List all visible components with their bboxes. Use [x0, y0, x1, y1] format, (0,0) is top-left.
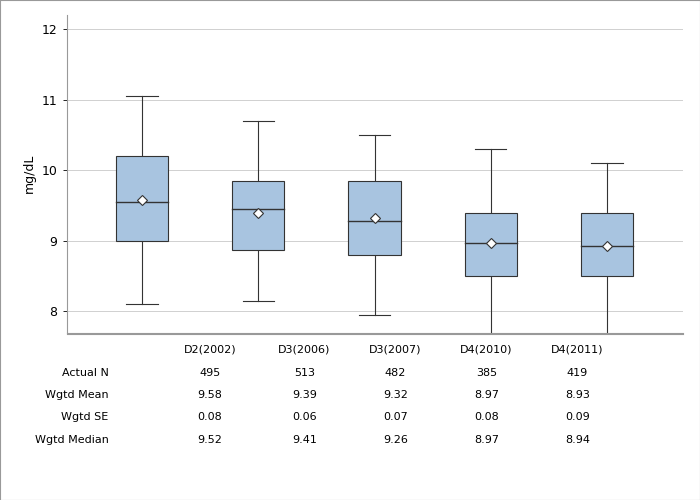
Text: Wgtd SE: Wgtd SE — [62, 412, 108, 422]
Text: 0.06: 0.06 — [292, 412, 317, 422]
Text: 8.94: 8.94 — [565, 435, 590, 445]
Bar — [232, 181, 284, 250]
Text: Wgtd Mean: Wgtd Mean — [45, 390, 108, 400]
Text: 482: 482 — [385, 368, 406, 378]
Text: 513: 513 — [294, 368, 315, 378]
Text: 9.58: 9.58 — [197, 390, 223, 400]
Text: D4(2010): D4(2010) — [461, 345, 512, 355]
Text: D2(2002): D2(2002) — [183, 345, 237, 355]
Text: Wgtd Median: Wgtd Median — [34, 435, 108, 445]
Text: 495: 495 — [199, 368, 220, 378]
Text: 0.08: 0.08 — [197, 412, 223, 422]
Bar — [116, 156, 168, 241]
Text: Actual N: Actual N — [62, 368, 108, 378]
Text: 8.97: 8.97 — [474, 435, 499, 445]
Text: D3(2007): D3(2007) — [370, 345, 421, 355]
Text: 0.07: 0.07 — [383, 412, 408, 422]
Text: 8.93: 8.93 — [565, 390, 590, 400]
Bar — [349, 181, 400, 255]
Text: D3(2006): D3(2006) — [279, 345, 330, 355]
Text: 9.41: 9.41 — [292, 435, 317, 445]
Bar — [465, 212, 517, 276]
Y-axis label: mg/dL: mg/dL — [23, 154, 36, 194]
Bar — [581, 212, 633, 276]
Text: 0.08: 0.08 — [474, 412, 499, 422]
Text: 8.97: 8.97 — [474, 390, 499, 400]
Text: 419: 419 — [567, 368, 588, 378]
Text: 0.09: 0.09 — [565, 412, 590, 422]
Text: 9.39: 9.39 — [292, 390, 317, 400]
Text: 9.32: 9.32 — [383, 390, 408, 400]
Text: 385: 385 — [476, 368, 497, 378]
Text: 9.26: 9.26 — [383, 435, 408, 445]
Text: 9.52: 9.52 — [197, 435, 223, 445]
Text: D4(2011): D4(2011) — [552, 345, 603, 355]
